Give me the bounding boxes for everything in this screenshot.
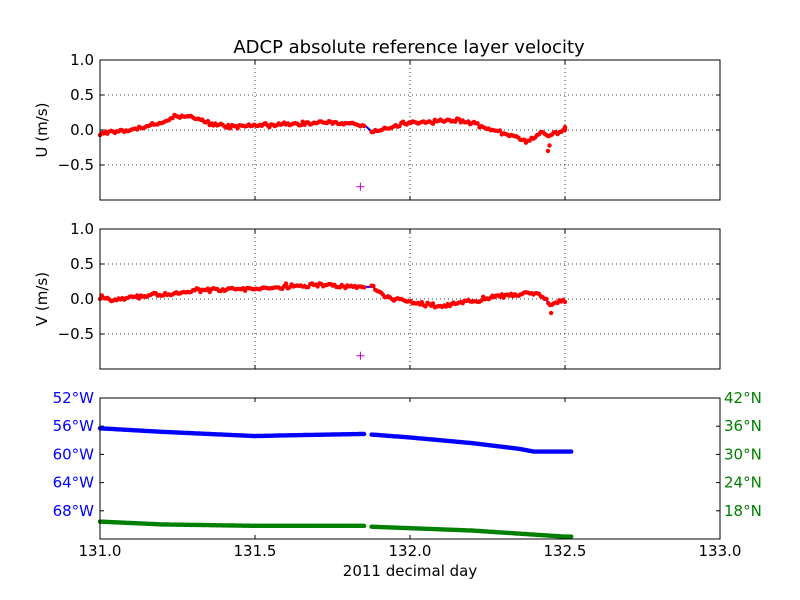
data-point bbox=[499, 292, 504, 297]
panel-pos: 131.0 131.5 132.0 132.5 133.0 2011 decimal da… bbox=[53, 389, 762, 580]
lon-tick-label: 68°W bbox=[53, 502, 95, 520]
lat-point bbox=[361, 523, 367, 529]
lat-tick-label: 18°N bbox=[724, 502, 762, 520]
data-point bbox=[430, 121, 436, 126]
y-tick-label: 0.5 bbox=[70, 255, 94, 273]
data-point bbox=[562, 125, 568, 130]
data-point bbox=[548, 310, 554, 316]
data-point bbox=[361, 123, 367, 129]
lat-point bbox=[569, 534, 574, 539]
data-point bbox=[226, 122, 231, 128]
data-point bbox=[397, 123, 402, 129]
data-point bbox=[298, 123, 304, 128]
panel-v: 1.0 0.5 0.0 −0.5 V (m/s) bbox=[33, 220, 721, 369]
lat-tick-label: 36°N bbox=[724, 417, 762, 435]
x-tick-label: 133.0 bbox=[699, 542, 742, 560]
x-tick-label: 132.0 bbox=[389, 542, 432, 560]
data-point bbox=[361, 285, 367, 290]
data-point bbox=[283, 281, 289, 286]
lat-tick-label: 30°N bbox=[724, 445, 762, 463]
data-point bbox=[205, 118, 211, 124]
x-axis-label: 2011 decimal day bbox=[343, 562, 478, 580]
data-point bbox=[562, 299, 568, 305]
data-point bbox=[423, 304, 428, 309]
panel-v-frame bbox=[99, 228, 721, 370]
y-tick-label: 0.0 bbox=[70, 290, 94, 308]
data-point bbox=[228, 126, 233, 131]
data-point bbox=[371, 283, 376, 289]
x-tick-label: 131.0 bbox=[79, 542, 122, 560]
lat-tick-label: 42°N bbox=[724, 389, 762, 407]
y-tick-label: 1.0 bbox=[70, 220, 94, 238]
y-tick-label: 0.0 bbox=[70, 121, 94, 139]
data-point bbox=[205, 286, 211, 291]
data-point bbox=[430, 301, 436, 306]
data-point bbox=[497, 128, 503, 133]
lon-point bbox=[569, 449, 574, 454]
data-point bbox=[170, 116, 175, 121]
lon-tick-label: 60°W bbox=[53, 445, 95, 463]
lon-tick-label: 64°W bbox=[53, 474, 95, 492]
lon-tick-label: 56°W bbox=[53, 417, 95, 435]
data-point bbox=[547, 143, 552, 148]
data-point bbox=[475, 121, 480, 126]
y-tick-label: 1.0 bbox=[70, 51, 94, 69]
panel-u-frame bbox=[99, 59, 721, 201]
chart-title: ADCP absolute reference layer velocity bbox=[233, 37, 585, 58]
chart-root: 1.0 0.5 0.0 −0.5 U (m/s) 1.0 0.5 0.0 −0.5 V (m/s)… bbox=[33, 51, 762, 580]
y-tick-label: −0.5 bbox=[58, 325, 94, 343]
plus-marker bbox=[356, 182, 365, 191]
data-point bbox=[544, 296, 549, 302]
data-point bbox=[479, 298, 484, 303]
lon-tick-label: 52°W bbox=[53, 389, 95, 407]
x-tick-label: 131.5 bbox=[234, 542, 277, 560]
data-point bbox=[456, 116, 462, 122]
y-tick-label: 0.5 bbox=[70, 86, 94, 104]
lon-point bbox=[361, 431, 367, 437]
panel-u: 1.0 0.5 0.0 −0.5 U (m/s) bbox=[33, 51, 721, 200]
panel-pos-frame bbox=[99, 397, 721, 540]
x-tick-label: 132.5 bbox=[544, 542, 587, 560]
y-axis-label: U (m/s) bbox=[33, 103, 51, 158]
y-tick-label: −0.5 bbox=[58, 156, 94, 174]
lat-tick-label: 24°N bbox=[724, 474, 762, 492]
y-axis-label: V (m/s) bbox=[33, 272, 51, 326]
plus-marker bbox=[356, 351, 365, 360]
data-point bbox=[545, 148, 551, 154]
